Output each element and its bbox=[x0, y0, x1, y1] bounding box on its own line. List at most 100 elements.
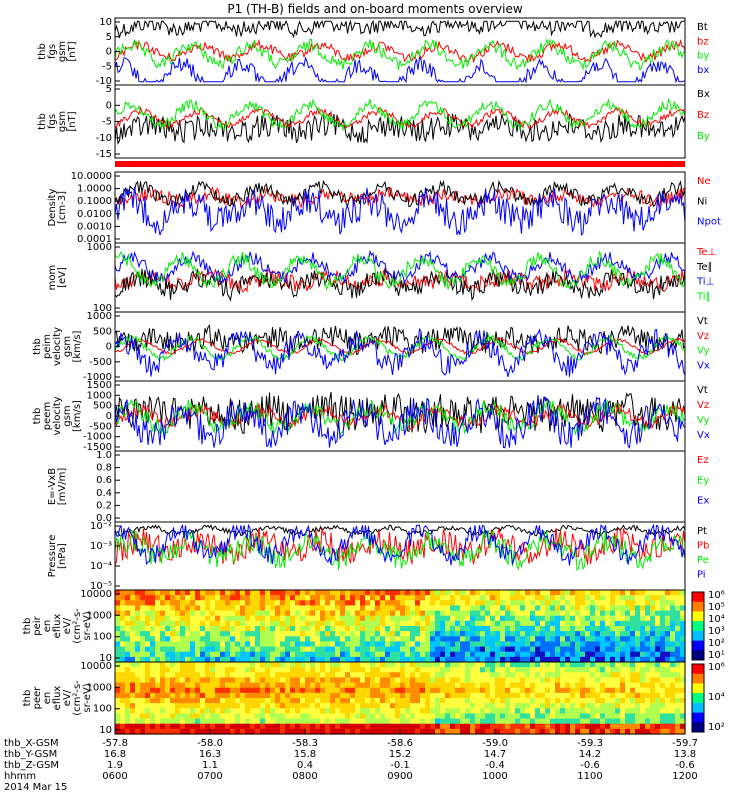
spectrogram-cell bbox=[675, 641, 681, 648]
spectrogram-cell bbox=[295, 600, 301, 607]
spectrogram-cell bbox=[625, 590, 631, 596]
spectrogram-cell bbox=[455, 672, 461, 679]
spectrogram-cell bbox=[520, 656, 526, 663]
spectrogram-cell bbox=[540, 672, 546, 679]
legend-bt: Bt bbox=[697, 22, 708, 33]
spectrogram-cell bbox=[195, 646, 201, 653]
spectrogram-cell bbox=[460, 615, 466, 622]
spectrogram-cell bbox=[530, 636, 536, 643]
spectrogram-cell bbox=[185, 620, 191, 627]
spectrogram-cell bbox=[650, 713, 656, 720]
spectrogram-cell bbox=[680, 656, 686, 663]
spectrogram-cell bbox=[400, 651, 406, 658]
spectrogram-cell bbox=[640, 698, 646, 704]
spectrogram-cell bbox=[275, 662, 281, 668]
spectrogram-cell bbox=[575, 620, 581, 627]
spectrogram-cell bbox=[575, 615, 581, 622]
spectrogram-cell bbox=[115, 662, 121, 668]
spectrogram-cell bbox=[450, 615, 456, 622]
spectrogram-cell bbox=[315, 595, 321, 601]
spectrogram-cell bbox=[315, 641, 321, 648]
spectrogram-cell bbox=[465, 600, 471, 607]
spectrogram-cell bbox=[340, 672, 346, 679]
spectrogram-cell bbox=[640, 718, 646, 725]
spectrogram-cell bbox=[400, 718, 406, 725]
spectrogram-cell bbox=[370, 718, 376, 725]
spectrogram-cell bbox=[260, 615, 266, 622]
spectrogram-cell bbox=[590, 615, 596, 622]
spectrogram-cell bbox=[200, 682, 206, 689]
spectrogram-cell bbox=[585, 682, 591, 689]
spectrogram-cell bbox=[520, 636, 526, 643]
spectrogram-cell bbox=[120, 605, 126, 612]
spectrogram-cell bbox=[475, 620, 481, 627]
spectrogram-cell bbox=[580, 667, 586, 673]
spectrogram-cell bbox=[195, 600, 201, 607]
spectrogram-cell bbox=[475, 677, 481, 684]
spectrogram-cell bbox=[160, 641, 166, 648]
spectrogram-cell bbox=[365, 646, 371, 653]
spectrogram-cell bbox=[525, 641, 531, 648]
spectrogram-cell bbox=[230, 703, 236, 709]
spectrogram-cell bbox=[355, 610, 361, 617]
y-axis-label: peem bbox=[42, 402, 53, 430]
spectrogram-cell bbox=[445, 662, 451, 668]
spectrogram-cell bbox=[470, 595, 476, 601]
spectrogram-cell bbox=[525, 626, 531, 632]
spectrogram-cell bbox=[210, 703, 216, 709]
spectrogram-cell bbox=[180, 620, 186, 627]
spectrogram-cell bbox=[525, 672, 531, 679]
spectrogram-cell bbox=[295, 708, 301, 715]
spectrogram-cell bbox=[385, 677, 391, 684]
spectrogram-cell bbox=[510, 656, 516, 663]
y-tick-label: 1000 bbox=[87, 242, 112, 253]
spectrogram-cell bbox=[240, 615, 246, 622]
spectrogram-cell bbox=[340, 662, 346, 668]
spectrogram-cell bbox=[600, 646, 606, 653]
spectrogram-cell bbox=[645, 590, 651, 596]
spectrogram-cell bbox=[670, 677, 676, 684]
spectrogram-cell bbox=[445, 615, 451, 622]
y-tick-label: 10 bbox=[99, 725, 112, 736]
spectrogram-cell bbox=[435, 605, 441, 612]
spectrogram-cell bbox=[420, 723, 426, 730]
spectrogram-cell bbox=[665, 728, 671, 735]
spectrogram-cell bbox=[575, 656, 581, 663]
spectrogram-cell bbox=[375, 682, 381, 689]
spectrogram-cell bbox=[665, 651, 671, 658]
spectrogram-cell bbox=[425, 672, 431, 679]
spectrogram-cell bbox=[240, 646, 246, 653]
y-axis-label: Density bbox=[47, 188, 58, 226]
spectrogram-cell bbox=[615, 646, 621, 653]
spectrogram-cell bbox=[125, 728, 131, 735]
colorbar bbox=[691, 591, 705, 661]
spectrogram-cell bbox=[430, 692, 436, 699]
spectrogram-cell bbox=[665, 713, 671, 720]
spectrogram-cell bbox=[375, 646, 381, 653]
spectrogram-cell bbox=[660, 600, 666, 607]
spectrogram-cell bbox=[515, 610, 521, 617]
spectrogram-cell bbox=[480, 636, 486, 643]
spectrogram-cell bbox=[480, 656, 486, 663]
spectrogram-cell bbox=[365, 590, 371, 596]
spectrogram-cell bbox=[190, 651, 196, 658]
spectrogram-cell bbox=[590, 656, 596, 663]
spectrogram-cell bbox=[570, 667, 576, 673]
spectrogram-cell bbox=[480, 651, 486, 658]
colorbar-tick-label: 10⁶ bbox=[708, 662, 725, 673]
spectrogram-cell bbox=[565, 718, 571, 725]
colorbar-segment bbox=[692, 640, 704, 651]
spectrogram-cell bbox=[500, 610, 506, 617]
spectrogram-cell bbox=[675, 646, 681, 653]
spectrogram-cell bbox=[510, 641, 516, 648]
spectrogram-cell bbox=[575, 723, 581, 730]
spectrogram-cell bbox=[540, 626, 546, 632]
spectrogram-cell bbox=[585, 641, 591, 648]
spectrogram-cell bbox=[665, 708, 671, 715]
spectrogram-cell bbox=[195, 682, 201, 689]
spectrogram-cell bbox=[485, 723, 491, 730]
spectrogram-cell bbox=[485, 636, 491, 643]
spectrogram-cell bbox=[360, 651, 366, 658]
spectrogram-cell bbox=[140, 605, 146, 612]
spectrogram-cell bbox=[130, 723, 136, 730]
